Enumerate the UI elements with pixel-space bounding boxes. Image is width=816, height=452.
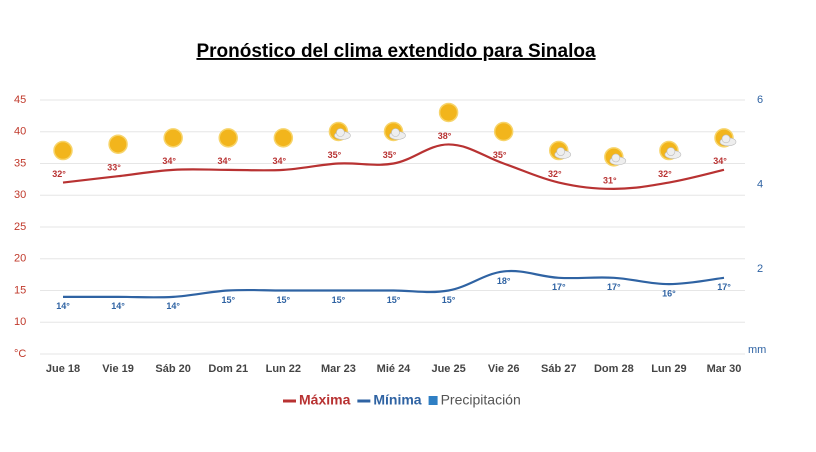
x-tick-label: Mié 24 bbox=[377, 363, 412, 375]
sun bbox=[108, 134, 128, 154]
cloud bbox=[721, 134, 731, 144]
data-label: 17° bbox=[717, 282, 731, 292]
data-label: 35° bbox=[328, 150, 342, 160]
data-label: 15° bbox=[221, 295, 235, 305]
line bbox=[62, 143, 725, 191]
legend-label: Mínima bbox=[373, 392, 421, 408]
x-tick-label: Sáb 27 bbox=[541, 363, 576, 375]
data-label: 35° bbox=[383, 150, 397, 160]
x-tick-label: Mar 30 bbox=[707, 363, 742, 375]
weather-icon bbox=[549, 140, 572, 161]
cloud bbox=[666, 147, 676, 156]
x-tick-label: Sáb 20 bbox=[155, 363, 190, 375]
y-tick-label: 20 bbox=[14, 253, 26, 265]
legend-label: Precipitación bbox=[441, 392, 521, 408]
data-label: 17° bbox=[607, 282, 621, 292]
data-label: 32° bbox=[658, 169, 672, 179]
chart-title: Pronóstico del clima extendido para Sina… bbox=[196, 41, 596, 62]
weather-icon bbox=[328, 121, 351, 142]
data-label: 34° bbox=[273, 156, 287, 166]
sun bbox=[493, 121, 514, 142]
weather-icon bbox=[163, 128, 183, 148]
y-tick-label: 40 bbox=[14, 126, 26, 138]
data-label: 31° bbox=[603, 175, 617, 185]
data-label: 34° bbox=[217, 156, 231, 166]
weather-icon bbox=[604, 147, 627, 167]
data-label: 14° bbox=[56, 301, 70, 311]
x-tick-label: Dom 21 bbox=[208, 363, 248, 375]
x-tick-label: Jue 18 bbox=[46, 363, 80, 375]
data-label: 34° bbox=[162, 156, 176, 166]
legend-item: Precipitación bbox=[428, 392, 521, 408]
y2-tick-label: 6 bbox=[757, 94, 763, 106]
y-tick-label: 30 bbox=[14, 189, 26, 201]
x-tick-label: Dom 28 bbox=[594, 363, 634, 375]
data-label: 32° bbox=[52, 169, 66, 179]
y2-tick-label: 4 bbox=[757, 179, 763, 191]
weather-icon bbox=[493, 121, 514, 142]
x-tick-label: Vie 19 bbox=[102, 363, 134, 375]
data-label: 14° bbox=[166, 301, 180, 311]
weather-icon bbox=[108, 134, 128, 154]
y-tick-label: 25 bbox=[14, 221, 26, 233]
weather-icon bbox=[714, 128, 737, 148]
cloud bbox=[611, 153, 621, 163]
y-tick-label: 45 bbox=[14, 94, 26, 106]
data-label: 17° bbox=[552, 282, 566, 292]
weather-icon bbox=[659, 140, 682, 161]
x-tick-label: Vie 26 bbox=[488, 363, 520, 375]
data-label: 15° bbox=[387, 295, 401, 305]
cloud bbox=[336, 128, 345, 137]
data-label: 15° bbox=[442, 295, 456, 305]
y2-tick-label: 2 bbox=[757, 263, 763, 275]
data-label: 15° bbox=[277, 295, 291, 305]
weather-icon bbox=[383, 121, 406, 142]
weather-icon bbox=[438, 102, 459, 123]
line bbox=[63, 269, 725, 299]
y-tick-label: 35 bbox=[14, 157, 26, 169]
data-label: 16° bbox=[662, 289, 676, 299]
weather-icon bbox=[53, 140, 73, 161]
data-label: 35° bbox=[493, 150, 507, 160]
sun bbox=[53, 140, 73, 161]
sun bbox=[163, 128, 183, 148]
legend-item: Mínima bbox=[357, 392, 422, 408]
sun bbox=[273, 128, 294, 148]
data-label: 32° bbox=[548, 169, 562, 179]
cloud bbox=[391, 128, 400, 137]
weather-icon bbox=[273, 128, 294, 148]
data-label: 33° bbox=[107, 163, 121, 173]
y2-tick-label: mm bbox=[748, 344, 766, 356]
weather-icon bbox=[218, 128, 238, 148]
y-tick-label: °C bbox=[14, 348, 26, 360]
y-tick-label: 15 bbox=[14, 284, 26, 296]
legend-swatch bbox=[428, 396, 438, 405]
legend-label: Máxima bbox=[299, 392, 351, 408]
data-label: 18° bbox=[497, 276, 511, 286]
data-label: 34° bbox=[713, 156, 727, 166]
x-tick-label: Mar 23 bbox=[321, 363, 356, 375]
y-tick-label: 10 bbox=[14, 316, 26, 328]
data-label: 14° bbox=[111, 301, 125, 311]
data-label: 38° bbox=[438, 131, 452, 141]
sun bbox=[438, 102, 459, 123]
x-tick-label: Lun 29 bbox=[651, 363, 686, 375]
legend-item: Máxima bbox=[283, 392, 351, 408]
x-tick-label: Lun 22 bbox=[266, 363, 301, 375]
x-tick-label: Jue 25 bbox=[431, 363, 465, 375]
sun bbox=[218, 128, 238, 148]
cloud bbox=[556, 147, 566, 156]
data-label: 15° bbox=[332, 295, 346, 305]
